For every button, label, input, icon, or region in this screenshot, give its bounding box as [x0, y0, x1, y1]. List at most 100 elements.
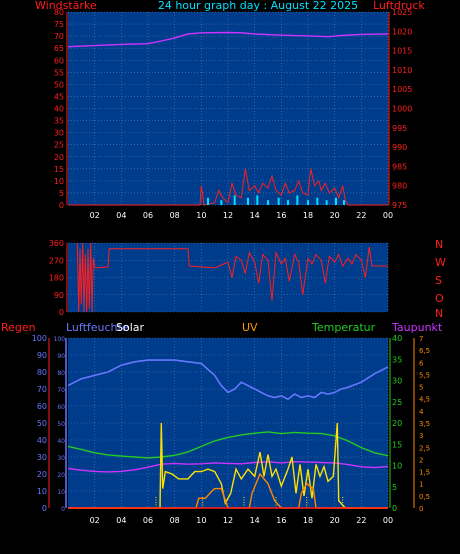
time-tick-label: 14: [250, 211, 260, 220]
rain-tick-label: 80: [37, 368, 47, 377]
wind-speed-tick-label: 75: [54, 20, 64, 29]
time-tick-label: 18: [303, 516, 313, 525]
rain-tick-label: 50: [37, 419, 47, 428]
uv-legend-label: UV: [242, 321, 258, 334]
rain-tick-label: 30: [37, 453, 47, 462]
humidity-tick-label: 10: [57, 489, 65, 496]
wind-direction-line: [76, 242, 388, 313]
temperature-tick-label: 20: [392, 419, 402, 428]
temperature-legend-label: Temperatur: [311, 321, 376, 334]
humidity-tick-label: 80: [57, 370, 65, 377]
direction-tick-label: 0: [59, 308, 64, 317]
wind-speed-tick-label: 40: [54, 105, 64, 114]
temperature-tick-label: 0: [392, 504, 397, 513]
time-tick-label: 10: [196, 516, 206, 525]
wind-speed-tick-label: 80: [54, 8, 64, 17]
wind-pressure-grid: [68, 11, 389, 206]
wind-speed-tick-label: 15: [54, 165, 64, 174]
direction-tick-label: 180: [49, 274, 64, 283]
humidity-tick-label: 50: [57, 421, 65, 428]
compass-label: S: [435, 274, 442, 287]
wind-speed-tick-label: 55: [54, 68, 64, 77]
compass-label: N: [435, 238, 443, 251]
time-tick-label: 12: [223, 516, 233, 525]
uv-line: [68, 472, 388, 509]
wind-average-bar: [316, 197, 319, 205]
pressure-tick-label: 1005: [392, 85, 412, 94]
rain-tick-label: 100: [32, 334, 47, 343]
humidity-tick-label: 20: [57, 472, 65, 479]
wind-speed-tick-label: 10: [54, 177, 64, 186]
solar-legend-label: Solar: [116, 321, 145, 334]
pressure-line: [67, 31, 389, 48]
uv-tick-label: 1: [419, 481, 423, 489]
direction-tick-label: 360: [49, 239, 64, 248]
wind-direction-series: [76, 242, 388, 313]
time-tick-label: 10: [196, 211, 206, 220]
uv-tick-label: 4,5: [419, 396, 430, 404]
temperature-tick-label: 40: [392, 334, 402, 343]
pressure-tick-label: 1015: [392, 47, 412, 56]
time-tick-label: 02: [90, 516, 100, 525]
humidity-tick-label: 40: [57, 438, 65, 445]
compass-label: N: [435, 307, 443, 320]
temperature-tick-label: 35: [392, 355, 402, 364]
pressure-axis-title: Luftdruck: [373, 0, 425, 12]
wind-speed-axis-title: Windstärke: [35, 0, 97, 12]
rain-legend-label: Regen: [1, 321, 36, 334]
time-tick-label: 02: [90, 211, 100, 220]
humidity-tick-label: 30: [57, 455, 65, 462]
wind-average-bar: [287, 200, 289, 205]
wind-average-bar: [307, 200, 309, 205]
uv-tick-label: 3: [419, 432, 423, 440]
time-tick-label: 16: [276, 211, 286, 220]
time-tick-label: 04: [116, 516, 126, 525]
rain-tick-label: 70: [37, 385, 47, 394]
wind-speed-tick-label: 65: [54, 44, 64, 53]
temperature-tick-label: 10: [392, 462, 402, 471]
wind-average-bar: [207, 197, 209, 205]
humidity-tick-label: 0: [61, 506, 65, 513]
uv-tick-label: 1,5: [419, 469, 430, 477]
uv-tick-label: 2,5: [419, 444, 430, 452]
rain-tick-label: 90: [37, 351, 47, 360]
rain-humidity-series: [67, 359, 389, 509]
pressure-tick-label: 1000: [392, 105, 412, 114]
pressure-tick-label: 1010: [392, 66, 412, 75]
wind-average-bar: [296, 195, 299, 205]
humidity-tick-label: 60: [57, 404, 65, 411]
uv-tick-label: 6,5: [419, 347, 430, 355]
pressure-tick-label: 975: [392, 201, 407, 210]
wind-pressure-axes: 0510152025303540455055606570758097598098…: [54, 8, 413, 220]
uv-tick-label: 5: [419, 384, 423, 392]
wind-average-bar: [277, 197, 280, 205]
wind-direction-grid: [68, 242, 389, 313]
temperature-tick-label: 25: [392, 398, 402, 407]
wind-speed-tick-label: 0: [59, 201, 64, 210]
uv-tick-label: 2: [419, 456, 423, 464]
uv-tick-label: 6: [419, 359, 424, 367]
pressure-tick-label: 990: [392, 143, 407, 152]
wind-pressure-series: [67, 31, 389, 206]
wind-speed-tick-label: 70: [54, 32, 64, 41]
time-tick-label: 22: [356, 211, 366, 220]
uv-tick-label: 0: [419, 505, 423, 513]
solar-line: [68, 422, 388, 509]
wind-pressure-panel: 0510152025303540455055606570758097598098…: [35, 0, 425, 220]
uv-tick-label: 5,5: [419, 371, 430, 379]
time-tick-label: 16: [276, 516, 286, 525]
humidity-tick-label: 90: [57, 353, 65, 360]
time-tick-label: 20: [330, 211, 340, 220]
uv-tick-label: 7: [419, 335, 423, 343]
temperature-tick-label: 15: [392, 440, 402, 449]
wind-speed-tick-label: 45: [54, 92, 64, 101]
time-tick-label: 08: [170, 211, 180, 220]
humidity-tick-label: 70: [57, 387, 65, 394]
wind-gust-line: [68, 168, 388, 206]
rain-humidity-grid: [68, 337, 389, 509]
pressure-tick-label: 980: [392, 182, 407, 191]
time-tick-label: 14: [250, 516, 260, 525]
pressure-tick-label: 985: [392, 162, 407, 171]
